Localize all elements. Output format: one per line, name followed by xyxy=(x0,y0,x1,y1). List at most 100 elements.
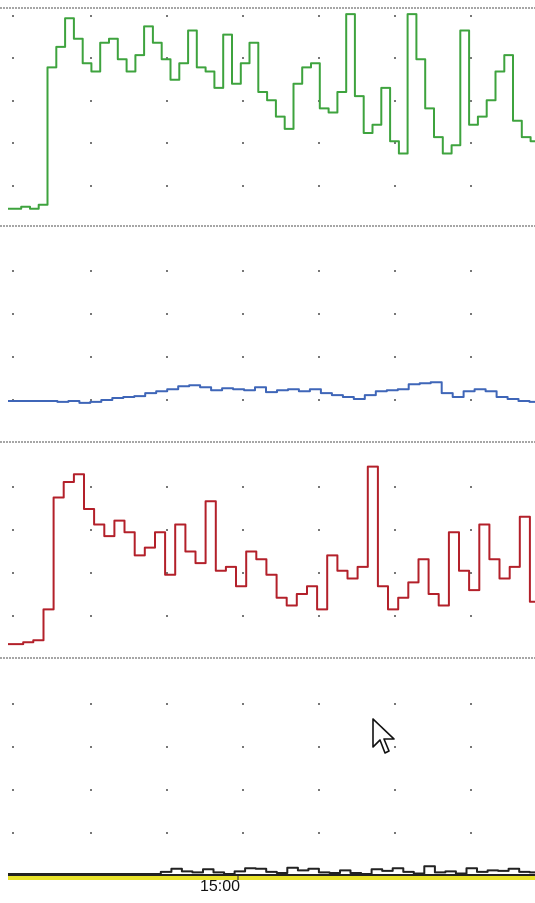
grid-dot xyxy=(318,832,320,834)
grid-dot xyxy=(318,529,320,531)
grid-dot xyxy=(166,703,168,705)
grid-dot xyxy=(242,529,244,531)
grid-dot xyxy=(166,832,168,834)
grid-dot xyxy=(470,486,472,488)
panel-dividers xyxy=(0,7,535,659)
grid-dot xyxy=(12,789,14,791)
grid-dot xyxy=(242,100,244,102)
grid-dot xyxy=(12,270,14,272)
grid-dot xyxy=(166,399,168,401)
grid-dot xyxy=(242,15,244,17)
grid-dot xyxy=(470,789,472,791)
grid-dot xyxy=(12,142,14,144)
grid-dot xyxy=(166,313,168,315)
grid-dot xyxy=(394,789,396,791)
grid-dot xyxy=(394,185,396,187)
grid-dot xyxy=(166,572,168,574)
grid-dot xyxy=(90,57,92,59)
grid-dot xyxy=(470,15,472,17)
grid-dot xyxy=(242,270,244,272)
grid-dot xyxy=(470,57,472,59)
baseline-edge xyxy=(8,874,535,876)
grid-layer xyxy=(12,15,472,834)
grid-dot xyxy=(394,703,396,705)
grid-dot xyxy=(12,100,14,102)
grid-dot xyxy=(318,313,320,315)
grid-dot xyxy=(318,703,320,705)
mouse-pointer-arrow-icon-svg xyxy=(372,718,395,754)
grid-dot xyxy=(394,529,396,531)
grid-dot xyxy=(90,270,92,272)
grid-dot xyxy=(90,185,92,187)
grid-dot xyxy=(166,789,168,791)
grid-dot xyxy=(394,572,396,574)
grid-dot xyxy=(470,313,472,315)
grid-dot xyxy=(242,789,244,791)
grid-dot xyxy=(12,746,14,748)
grid-dot xyxy=(318,142,320,144)
grid-dot xyxy=(318,356,320,358)
grid-dot xyxy=(242,185,244,187)
grid-dot xyxy=(166,356,168,358)
grid-dot xyxy=(394,399,396,401)
grid-dot xyxy=(90,746,92,748)
grid-dot xyxy=(166,746,168,748)
series-line-black xyxy=(8,865,535,875)
grid-dot xyxy=(470,100,472,102)
grid-dot xyxy=(242,142,244,144)
grid-dot xyxy=(12,15,14,17)
grid-dot xyxy=(90,572,92,574)
grid-dot xyxy=(242,313,244,315)
grid-dot xyxy=(470,703,472,705)
grid-dot xyxy=(12,313,14,315)
grid-dot xyxy=(394,746,396,748)
grid-dot xyxy=(242,572,244,574)
grid-dot xyxy=(12,356,14,358)
grid-dot xyxy=(90,832,92,834)
grid-dot xyxy=(90,789,92,791)
grid-dot xyxy=(12,703,14,705)
series-line-blue xyxy=(8,381,535,404)
grid-dot xyxy=(166,142,168,144)
grid-dot xyxy=(242,746,244,748)
grid-dot xyxy=(394,270,396,272)
grid-dot xyxy=(242,356,244,358)
grid-dot xyxy=(318,615,320,617)
grid-dot xyxy=(318,57,320,59)
grid-dot xyxy=(12,486,14,488)
grid-dot xyxy=(90,529,92,531)
grid-dot xyxy=(394,313,396,315)
grid-dot xyxy=(318,572,320,574)
grid-dot xyxy=(166,486,168,488)
grid-dot xyxy=(318,270,320,272)
grid-dot xyxy=(12,832,14,834)
series-line-green xyxy=(8,13,535,210)
grid-dot xyxy=(470,142,472,144)
grid-dot xyxy=(166,529,168,531)
grid-dot xyxy=(394,15,396,17)
grid-dot xyxy=(470,572,472,574)
grid-dot xyxy=(394,486,396,488)
grid-dot xyxy=(90,356,92,358)
grid-dot xyxy=(318,486,320,488)
grid-dot xyxy=(470,356,472,358)
grid-dot xyxy=(166,185,168,187)
grid-dot xyxy=(242,703,244,705)
grid-dot xyxy=(318,15,320,17)
grid-dot xyxy=(394,356,396,358)
grid-dot xyxy=(394,615,396,617)
grid-dot xyxy=(166,615,168,617)
grid-dot xyxy=(470,529,472,531)
grid-dot xyxy=(394,57,396,59)
grid-dot xyxy=(242,399,244,401)
grid-dot xyxy=(12,615,14,617)
baseline-bar xyxy=(8,876,535,880)
grid-dot xyxy=(318,399,320,401)
grid-dot xyxy=(394,142,396,144)
grid-dot xyxy=(166,100,168,102)
grid-dot xyxy=(394,832,396,834)
grid-dot xyxy=(470,270,472,272)
grid-dot xyxy=(12,529,14,531)
